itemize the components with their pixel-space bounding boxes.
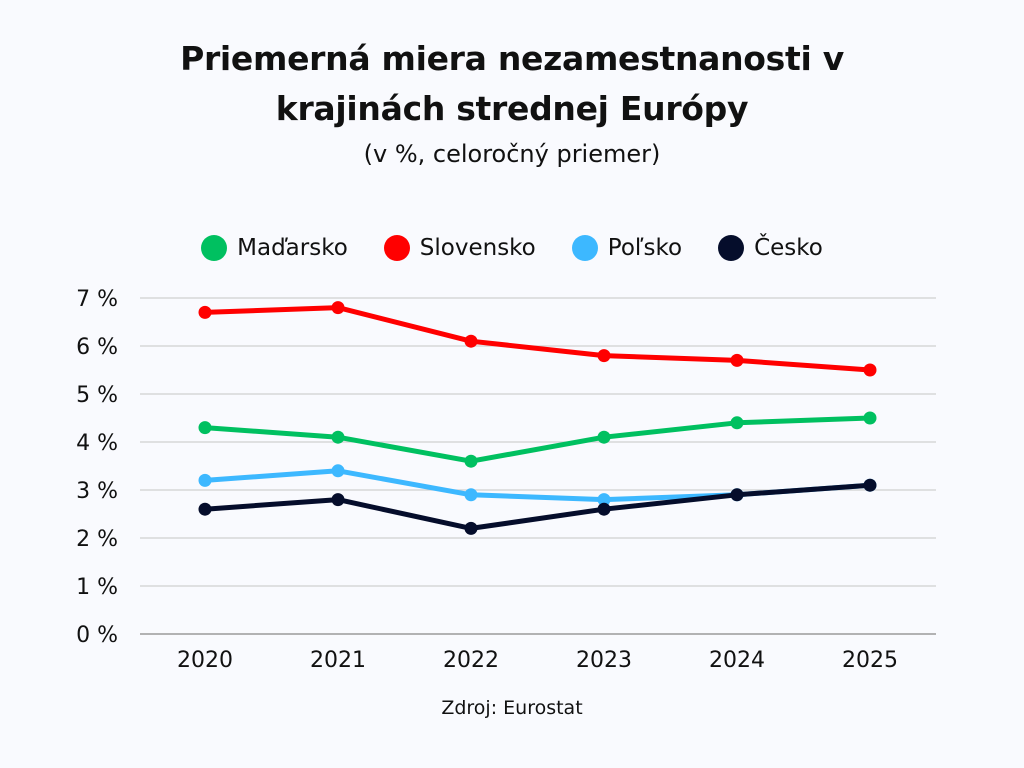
x-tick-label: 2020: [177, 648, 233, 673]
data-point-madarsko: [597, 430, 611, 444]
y-tick-label: 0 %: [76, 623, 118, 648]
legend-item-slovensko: Slovensko: [383, 235, 536, 261]
data-point-cesko: [331, 493, 345, 507]
legend-label: Česko: [754, 235, 823, 261]
legend-marker-icon: [201, 235, 228, 261]
data-point-madarsko: [331, 430, 345, 444]
data-point-polsko: [331, 464, 345, 478]
legend-label: Poľsko: [607, 235, 683, 261]
chart-title-line-2: krajinách strednej Európy: [275, 89, 749, 128]
data-point-slovensko: [597, 349, 611, 363]
source-note: Zdroj: Eurostat: [441, 697, 583, 719]
y-tick-label: 7 %: [76, 287, 118, 312]
series-line-madarsko: [202, 415, 873, 464]
legend-label: Slovensko: [419, 235, 536, 261]
legend-item-madarsko: Maďarsko: [201, 235, 348, 261]
data-point-slovensko: [863, 363, 877, 377]
y-tick-label: 3 %: [76, 479, 118, 504]
y-tick-label: 6 %: [76, 335, 118, 360]
data-point-polsko: [464, 488, 478, 502]
data-point-slovensko: [464, 334, 478, 348]
data-point-polsko: [198, 473, 212, 487]
data-point-madarsko: [198, 421, 212, 435]
x-tick-label: 2021: [310, 648, 366, 673]
legend-item-polsko: Poľsko: [571, 235, 683, 261]
data-point-cesko: [464, 521, 478, 535]
chart-title-line-1: Priemerná miera nezamestnanosti v: [180, 39, 844, 78]
data-point-cesko: [198, 502, 212, 516]
data-point-slovensko: [198, 305, 212, 319]
data-point-cesko: [730, 488, 744, 502]
y-tick-label: 1 %: [76, 575, 118, 600]
chart-subtitle: (v %, celoročný priemer): [363, 140, 661, 168]
legend-label: Maďarsko: [237, 235, 348, 261]
x-tick-label: 2023: [576, 648, 632, 673]
legend-marker-icon: [571, 235, 598, 261]
x-tick-label: 2022: [443, 648, 499, 673]
y-tick-label: 2 %: [76, 527, 118, 552]
data-point-madarsko: [730, 416, 744, 430]
x-tick-label: 2024: [709, 648, 765, 673]
y-tick-label: 5 %: [76, 383, 118, 408]
y-tick-label: 4 %: [76, 431, 118, 456]
legend-marker-icon: [718, 235, 745, 261]
data-point-slovensko: [730, 353, 744, 367]
series-line-slovensko: [202, 305, 873, 373]
series-line-polsko: [202, 468, 873, 503]
data-point-polsko: [597, 493, 611, 507]
data-point-cesko: [597, 502, 611, 516]
x-tick-label: 2025: [842, 648, 898, 673]
series-line-cesko: [202, 482, 873, 531]
legend-item-cesko: Česko: [718, 235, 823, 261]
data-point-madarsko: [863, 411, 877, 425]
legend-marker-icon: [383, 235, 410, 261]
data-point-cesko: [863, 478, 877, 492]
data-point-slovensko: [331, 301, 345, 315]
legend: Maďarsko Slovensko Poľsko Česko: [0, 235, 1024, 261]
data-point-madarsko: [464, 454, 478, 468]
